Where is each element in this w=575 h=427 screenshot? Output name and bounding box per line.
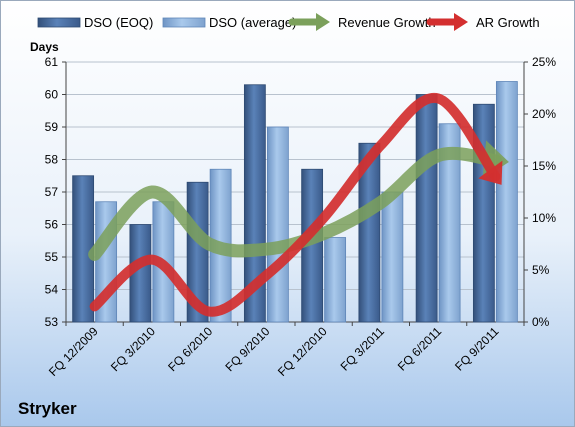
y-tick-label: 60 (45, 88, 59, 102)
bar-dso-average (438, 123, 461, 323)
y-tick-label: 55 (45, 250, 59, 264)
y2-tick-label: 25% (532, 55, 556, 69)
legend-label: AR Growth (476, 15, 540, 30)
bar-dso-average (324, 237, 347, 323)
y-tick-label: 56 (45, 218, 59, 232)
bar-dso-average (266, 126, 289, 323)
y-tick-label: 54 (45, 283, 59, 297)
y-tick-label: 61 (45, 55, 59, 69)
revenue-growth-line (88, 146, 502, 261)
legend-swatch-dso-eoq (37, 17, 81, 28)
bar-dso-eoq (243, 84, 266, 323)
y2-tick-label: 0% (532, 315, 550, 329)
y-axis-title: Days (30, 40, 59, 54)
y-tick-label: 57 (45, 185, 59, 199)
y2-tick-label: 10% (532, 211, 556, 225)
chart-title: Stryker (18, 399, 77, 418)
legend-swatch-dso-average (162, 17, 206, 28)
bar-dso-eoq (186, 181, 209, 323)
bar-dso-eoq (415, 94, 438, 323)
y-tick-label: 58 (45, 153, 59, 167)
bar-dso-average (381, 191, 404, 323)
ar-growth-line (89, 92, 501, 317)
bar-dso-eoq (72, 175, 95, 323)
y-tick-label: 53 (45, 315, 59, 329)
legend-label: DSO (average) (209, 15, 296, 30)
bar-dso-eoq (358, 142, 381, 323)
y2-tick-label: 20% (532, 107, 556, 121)
y2-tick-label: 15% (532, 159, 556, 173)
legend-label: DSO (EOQ) (84, 15, 153, 30)
ar-growth-arrowhead (478, 160, 503, 185)
bar-dso-average (495, 81, 518, 323)
legend-arrow-revenue-growth (316, 13, 330, 31)
legend-label: Revenue Growth (338, 15, 436, 30)
y2-tick-label: 5% (532, 263, 550, 277)
legend-arrow-ar-growth (454, 13, 468, 31)
y-tick-label: 59 (45, 120, 59, 134)
